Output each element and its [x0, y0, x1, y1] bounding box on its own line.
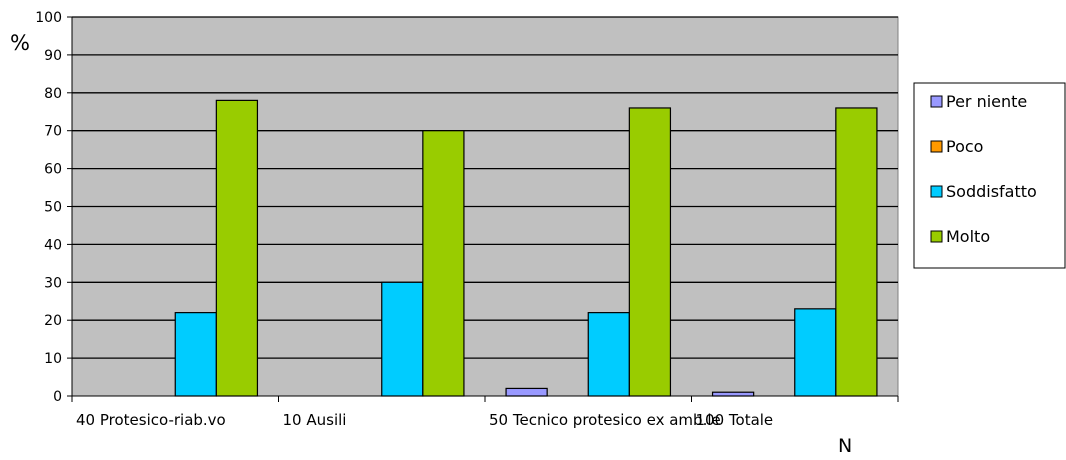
legend-label: Per niente	[946, 92, 1027, 111]
bar-soddisfatto	[174, 312, 217, 397]
y-axis-label: %	[10, 31, 30, 55]
bar-soddisfatto	[587, 312, 630, 397]
bar-molto	[835, 107, 878, 397]
x-axis-label: N	[838, 435, 852, 457]
x-category-label: 10 Ausili	[283, 411, 347, 429]
axes: 0 10 20 30 40 50 60 70 80 90 100 40 Protesico-riab.…	[35, 10, 899, 429]
y-tick-label: 20	[44, 313, 62, 329]
y-tick-label: 60	[44, 162, 62, 178]
legend-label: Soddisfatto	[946, 182, 1037, 201]
legend-swatch	[930, 230, 943, 243]
y-tick-label: 30	[44, 275, 62, 291]
bar-per-niente	[505, 387, 548, 397]
y-tick-label: 10	[44, 351, 62, 367]
legend-swatch	[930, 95, 943, 108]
x-category-label: 50 Tecnico protesico ex amb.le	[489, 411, 721, 429]
y-tick-label: 80	[44, 86, 62, 102]
bar-molto	[628, 107, 672, 397]
y-tick-label: 70	[44, 124, 62, 140]
legend-label: Poco	[946, 137, 983, 156]
legend-label: Molto	[946, 227, 990, 246]
bar-soddisfatto	[381, 281, 424, 397]
y-tick-label: 90	[44, 48, 62, 64]
bar-molto	[215, 99, 259, 397]
bars	[174, 99, 878, 397]
x-category-label: 40 Protesico-riab.vo	[76, 411, 226, 429]
x-category-label: 100 Totale	[696, 411, 774, 429]
y-tick-label: 50	[44, 200, 62, 216]
bar-molto	[422, 130, 465, 397]
y-tick-label: 0	[53, 389, 62, 405]
y-tick-label: 40	[44, 237, 62, 253]
bar-per-niente	[711, 391, 755, 397]
y-tick-label: 100	[35, 10, 62, 26]
bar-soddisfatto	[794, 308, 837, 397]
legend-swatch	[930, 185, 943, 198]
legend-swatch	[930, 140, 943, 153]
legend: Per niente Poco Soddisfatto Molto	[913, 82, 1066, 269]
